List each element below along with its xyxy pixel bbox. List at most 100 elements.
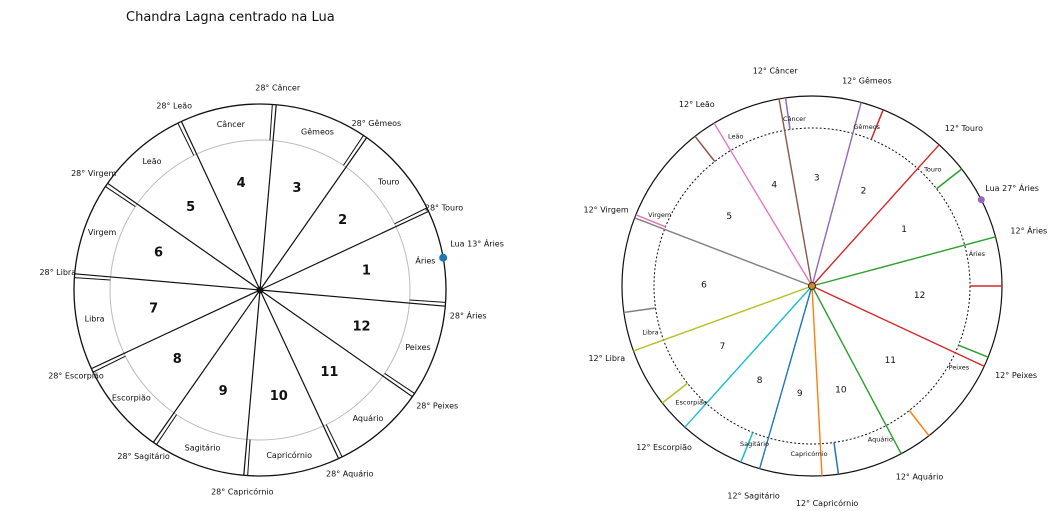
right-sign-label-5: Leão bbox=[728, 132, 743, 140]
right-sign-label-2: Touro bbox=[923, 165, 941, 173]
left-cusp-double bbox=[325, 424, 343, 458]
left-cusp-label-12: 28° Peixes bbox=[416, 401, 458, 410]
right-cusp-label-8: 12° Escorpião bbox=[636, 443, 692, 452]
left-inner-circle bbox=[109, 139, 411, 441]
left-cusp-double bbox=[343, 135, 364, 166]
right-house-number-3: 3 bbox=[814, 174, 820, 184]
left-sign-label-7: Libra bbox=[85, 315, 105, 324]
right-sign-label-1: Áries bbox=[969, 249, 986, 258]
right-chart: 12° Áries Áries 1 12° Touro Touro 2 12° Gêmeos… bbox=[584, 67, 1048, 509]
left-cusp-line bbox=[180, 121, 261, 291]
right-sign-label-11: Aquário bbox=[868, 436, 893, 444]
right-cusp-label-9: 12° Sagitário bbox=[727, 491, 780, 500]
left-cusp-line bbox=[152, 289, 261, 443]
right-planet-marker bbox=[977, 196, 985, 204]
right-cusp-label-4: 12° Câncer bbox=[753, 67, 799, 76]
right-cusp-label-3: 12° Gêmeos bbox=[842, 76, 892, 86]
right-cusp-label-12: 12° Peixes bbox=[995, 371, 1037, 380]
left-cusp-label-11: 28° Aquário bbox=[326, 470, 374, 479]
left-cusp-label-7: 28° Libra bbox=[39, 268, 76, 277]
left-sign-label-1: Áries bbox=[415, 254, 435, 265]
right-cusp-line bbox=[778, 98, 813, 287]
right-cusp-label-7: 12° Libra bbox=[588, 354, 625, 363]
right-cusp-label-2: 12° Touro bbox=[945, 124, 983, 133]
right-cusp-line bbox=[713, 122, 813, 287]
left-cusp-line bbox=[259, 104, 277, 291]
right-cusp-label-5: 12° Leão bbox=[679, 100, 715, 109]
left-cusp-double bbox=[394, 207, 428, 225]
right-sign-tick bbox=[623, 307, 656, 314]
left-cusp-double bbox=[156, 414, 177, 445]
right-sign-tick bbox=[784, 97, 791, 130]
right-cusp-line bbox=[633, 285, 813, 352]
left-cusp-double bbox=[92, 355, 126, 373]
left-cusp-label-9: 28° Sagitário bbox=[117, 452, 170, 461]
right-house-number-1: 1 bbox=[901, 225, 907, 235]
left-sign-label-9: Sagitário bbox=[185, 443, 221, 452]
left-house-number-4: 4 bbox=[237, 176, 246, 191]
right-house-number-2: 2 bbox=[861, 187, 867, 197]
right-sign-tick bbox=[661, 382, 688, 404]
left-cusp-line bbox=[259, 210, 429, 291]
right-cusp-label-10: 12° Capricórnio bbox=[796, 498, 859, 508]
right-house-number-11: 11 bbox=[885, 356, 896, 366]
left-planet-label: Lua 13° Áries bbox=[450, 237, 504, 248]
left-cusp-label-3: 28° Gêmeos bbox=[352, 118, 402, 128]
left-cusp-double bbox=[384, 373, 415, 394]
left-sign-label-3: Gêmeos bbox=[301, 127, 334, 137]
left-cusp-line bbox=[259, 289, 446, 307]
right-cusp-line bbox=[634, 217, 813, 287]
left-house-number-2: 2 bbox=[338, 213, 347, 228]
left-outer-circle bbox=[73, 103, 447, 477]
right-house-number-12: 12 bbox=[914, 291, 925, 301]
left-sign-label-10: Capricórnio bbox=[266, 450, 312, 460]
right-sign-label-6: Virgem bbox=[648, 211, 671, 219]
right-sign-tick bbox=[958, 344, 989, 358]
right-sign-label-9: Sagitário bbox=[740, 440, 769, 448]
left-cusp-label-10: 28° Capricórnio bbox=[211, 487, 274, 497]
right-cusp-line bbox=[811, 144, 940, 287]
right-sign-label-3: Gêmeos bbox=[853, 123, 880, 131]
right-house-number-5: 5 bbox=[726, 212, 732, 222]
right-sign-tick bbox=[936, 168, 963, 190]
left-cusp-double bbox=[409, 299, 446, 303]
left-cusp-double bbox=[269, 104, 273, 141]
right-sign-label-7: Libra bbox=[642, 328, 658, 336]
right-cusp-line bbox=[811, 236, 996, 287]
right-cusp-line bbox=[684, 285, 813, 428]
right-cusp-line bbox=[811, 285, 985, 367]
right-sign-label-8: Escorpião bbox=[675, 399, 707, 407]
left-house-number-3: 3 bbox=[292, 181, 301, 196]
right-house-number-8: 8 bbox=[757, 376, 763, 386]
right-center-dot bbox=[808, 282, 816, 290]
left-cusp-label-1: 28° Áries bbox=[450, 310, 487, 321]
left-cusp-line bbox=[74, 273, 261, 291]
right-house-number-7: 7 bbox=[720, 342, 726, 352]
left-center-dot bbox=[256, 286, 264, 294]
left-house-number-7: 7 bbox=[149, 301, 158, 316]
right-house-number-4: 4 bbox=[771, 180, 777, 190]
left-cusp-line bbox=[91, 289, 261, 370]
left-sign-label-6: Virgem bbox=[88, 228, 117, 237]
left-sign-label-5: Leão bbox=[142, 157, 161, 166]
left-sign-label-2: Touro bbox=[377, 178, 400, 187]
left-chart: 28° Áries Áries 1 28° Touro Touro 2 28° Gêmeos… bbox=[39, 83, 503, 496]
left-house-number-5: 5 bbox=[186, 200, 195, 215]
left-cusp-line bbox=[243, 289, 261, 476]
right-house-number-10: 10 bbox=[835, 386, 847, 396]
left-sign-label-8: Escorpião bbox=[112, 394, 151, 403]
right-planet-label: Lua 27° Áries bbox=[985, 182, 1039, 193]
right-sign-label-4: Câncer bbox=[783, 115, 806, 123]
left-sign-label-4: Câncer bbox=[217, 120, 246, 129]
right-sign-label-12: Peixes bbox=[949, 363, 970, 371]
left-cusp-line bbox=[259, 137, 368, 291]
right-cusp-line bbox=[811, 102, 862, 287]
left-cusp-label-2: 28° Touro bbox=[425, 204, 463, 213]
left-cusp-label-8: 28° Escorpião bbox=[48, 371, 104, 380]
left-house-number-10: 10 bbox=[270, 389, 288, 404]
left-house-number-6: 6 bbox=[154, 246, 163, 261]
right-cusp-line bbox=[758, 285, 813, 469]
left-cusp-label-5: 28° Leão bbox=[156, 102, 192, 111]
left-house-number-12: 12 bbox=[352, 319, 370, 334]
